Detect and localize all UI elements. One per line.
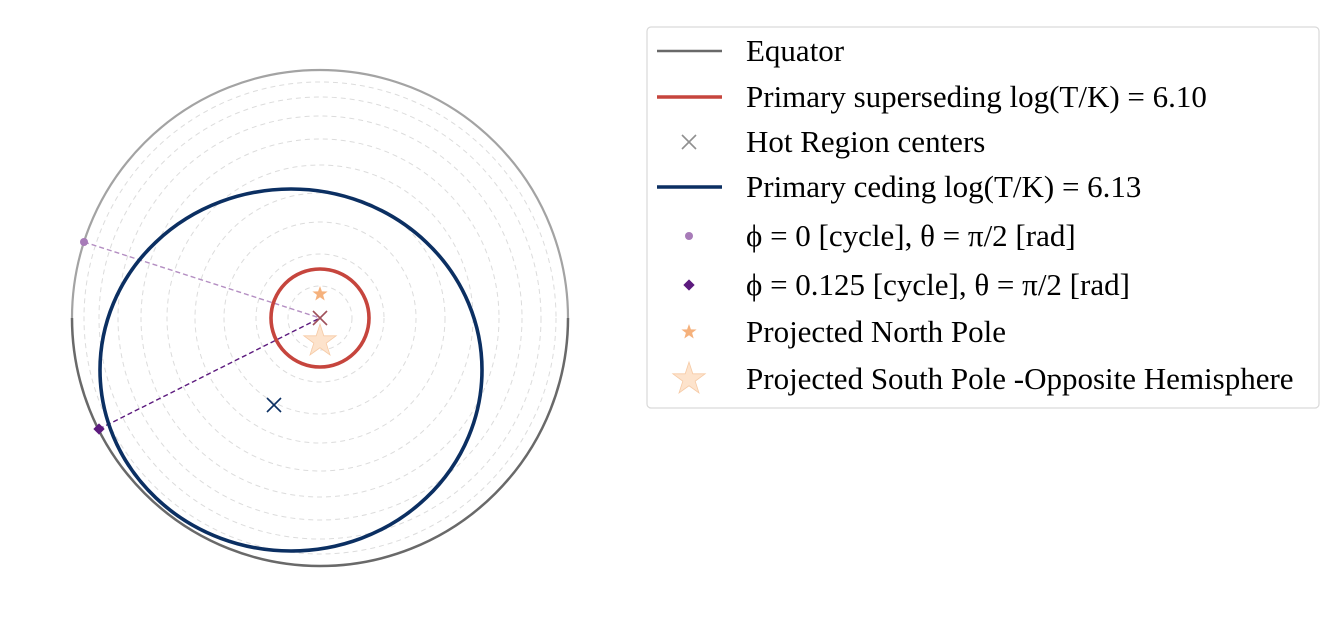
legend-label-phi0125: ϕ = 0.125 [cycle], θ = π/2 [rad] (746, 267, 1130, 302)
phi0125-guide-line (98, 317, 321, 430)
equator-line (70, 317, 570, 568)
phi0-point (80, 238, 88, 246)
legend-label-equator: Equator (746, 33, 845, 68)
south-pole-star (302, 322, 338, 357)
grid-circle (117, 115, 523, 521)
grid-circle (223, 221, 417, 415)
primary-ceding-boundary (98, 187, 484, 553)
legend-item-phi0: ϕ = 0 [cycle], θ = π/2 [rad] (685, 218, 1076, 253)
ceding-center-marker (266, 397, 282, 413)
legend-label-centers: Hot Region centers (746, 124, 985, 159)
legend-item-ceding: Primary ceding log(T/K) = 6.13 (657, 169, 1141, 204)
grid-circle (140, 138, 500, 498)
legend-item-centers: Hot Region centers (681, 124, 985, 159)
large-star-icon (671, 360, 707, 395)
grid-circle (83, 81, 557, 555)
projection-disk (70, 68, 570, 568)
legend-label-north-pole: Projected North Pole (746, 314, 1006, 349)
grid-circle (98, 96, 542, 540)
superseding-center-marker (312, 310, 328, 326)
legend-label-ceding: Primary ceding log(T/K) = 6.13 (746, 169, 1141, 204)
legend-item-phi0125: ϕ = 0.125 [cycle], θ = π/2 [rad] (683, 267, 1130, 302)
dot-icon (685, 232, 693, 240)
north-pole-star (312, 286, 328, 301)
phi0-guide-line (83, 241, 321, 319)
legend-label-south-pole: Projected South Pole -Opposite Hemispher… (746, 361, 1294, 396)
legend-label-superseding: Primary superseding log(T/K) = 6.10 (746, 79, 1207, 114)
legend-item-equator: Equator (657, 33, 845, 68)
rim-far-side (70, 68, 570, 319)
grid-circle (287, 285, 353, 351)
legend-item-north-pole: Projected North Pole (681, 314, 1006, 349)
diamond-icon (683, 279, 695, 291)
legend-item-south-pole: Projected South Pole -Opposite Hemispher… (671, 360, 1294, 396)
small-star-icon (681, 324, 697, 339)
primary-superseding-boundary (269, 267, 371, 369)
legend-label-phi0: ϕ = 0 [cycle], θ = π/2 [rad] (746, 218, 1076, 253)
grid-circle (255, 253, 385, 383)
legend: Equator Primary superseding log(T/K) = 6… (646, 26, 1320, 409)
legend-item-superseding: Primary superseding log(T/K) = 6.10 (657, 79, 1207, 114)
legend-frame (646, 26, 1320, 409)
x-marker-icon (681, 134, 697, 150)
grid-circle (194, 192, 446, 444)
